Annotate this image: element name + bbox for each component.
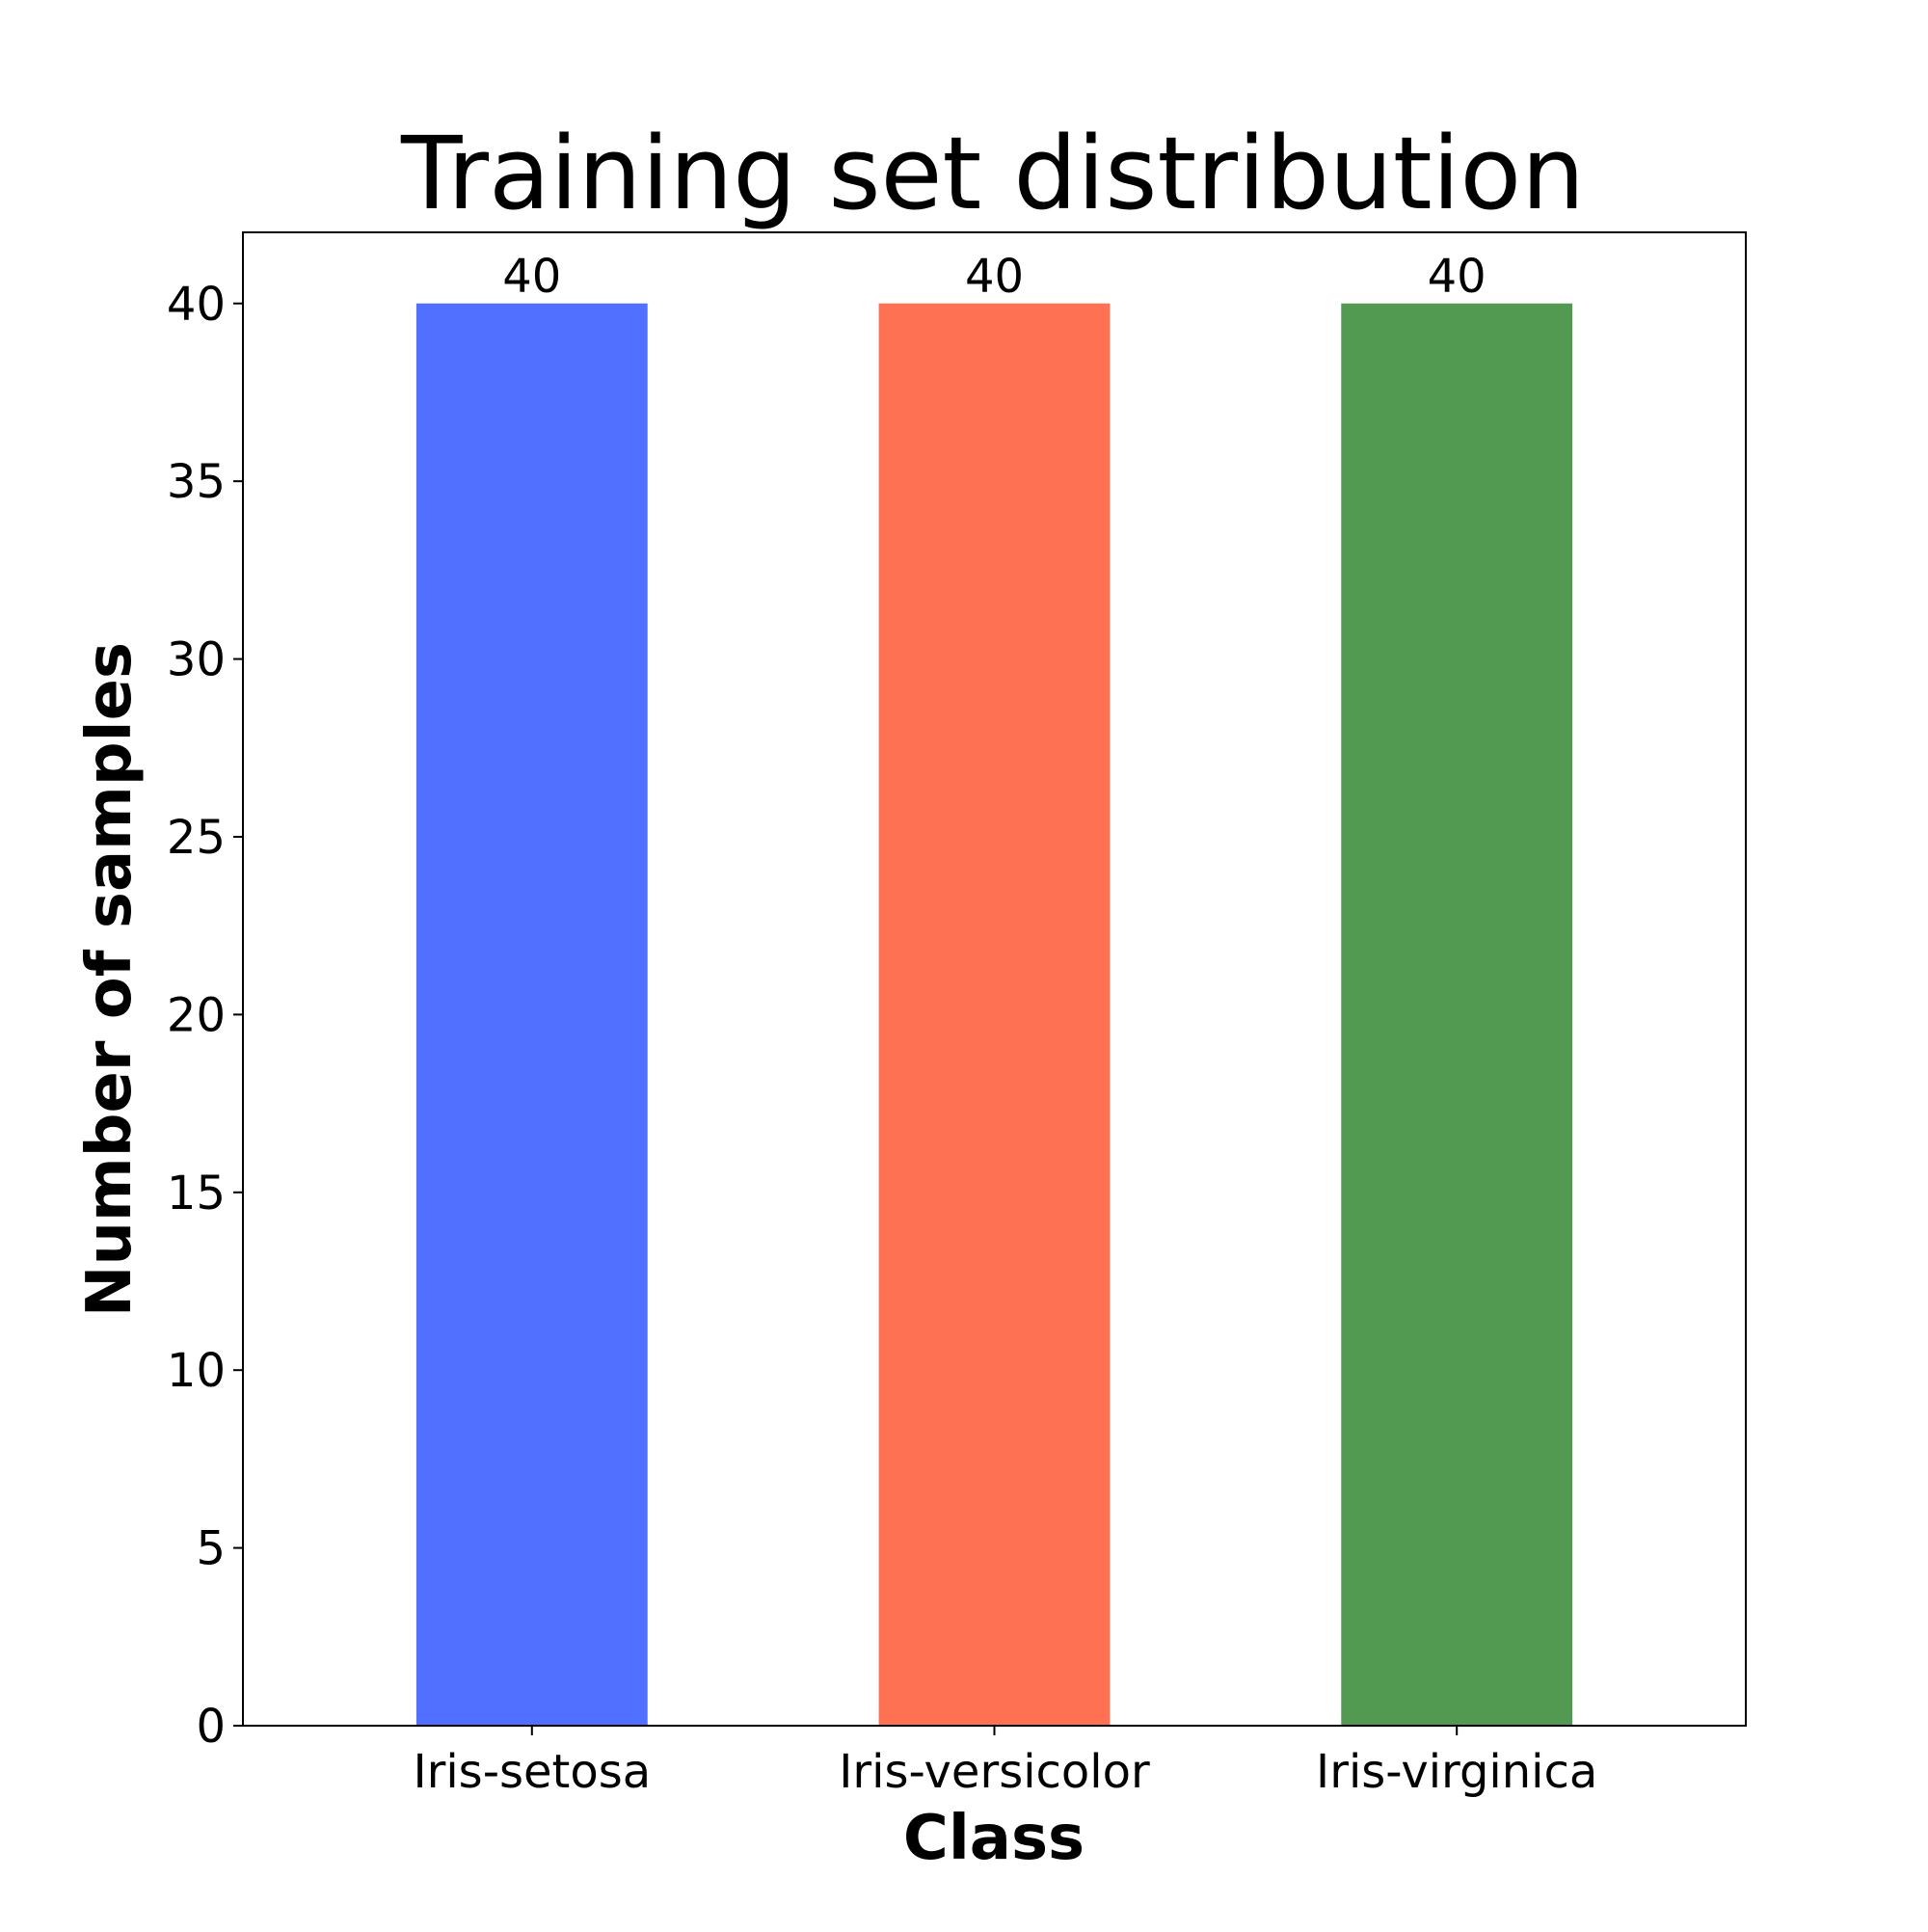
y-tick-label: 25 (167, 811, 226, 865)
y-tick-label: 10 (167, 1344, 226, 1398)
y-tick-label: 35 (167, 455, 226, 509)
bar-iris-virginica (1341, 303, 1573, 1726)
y-tick-label: 40 (167, 278, 226, 332)
data-label-iris-setosa: 40 (502, 250, 561, 304)
bar-iris-versicolor (878, 303, 1111, 1726)
bar-iris-setosa (415, 303, 648, 1726)
y-axis-ticks: 0 5 10 15 20 25 30 35 40 (167, 278, 243, 1754)
y-tick-label: 0 (196, 1700, 226, 1754)
data-label-iris-versicolor: 40 (965, 250, 1024, 304)
x-axis-label: Class (903, 1803, 1084, 1874)
bars-layer (415, 303, 1573, 1726)
chart-title: Training set distribution (400, 115, 1585, 232)
x-tick-label: Iris-virginica (1316, 1745, 1597, 1799)
data-labels-layer: 40 40 40 (502, 250, 1486, 304)
x-tick-label: Iris-setosa (413, 1745, 651, 1799)
x-tick-label: Iris-versicolor (839, 1745, 1150, 1799)
y-tick-label: 5 (196, 1522, 226, 1576)
data-label-iris-virginica: 40 (1428, 250, 1486, 304)
y-tick-label: 15 (167, 1167, 226, 1221)
y-axis-label: Number of samples (74, 642, 146, 1317)
y-tick-label: 20 (167, 988, 226, 1042)
x-axis-ticks: Iris-setosa Iris-versicolor Iris-virginica (413, 1726, 1597, 1799)
plot-frame (242, 231, 1747, 1727)
y-tick-label: 30 (167, 633, 226, 687)
